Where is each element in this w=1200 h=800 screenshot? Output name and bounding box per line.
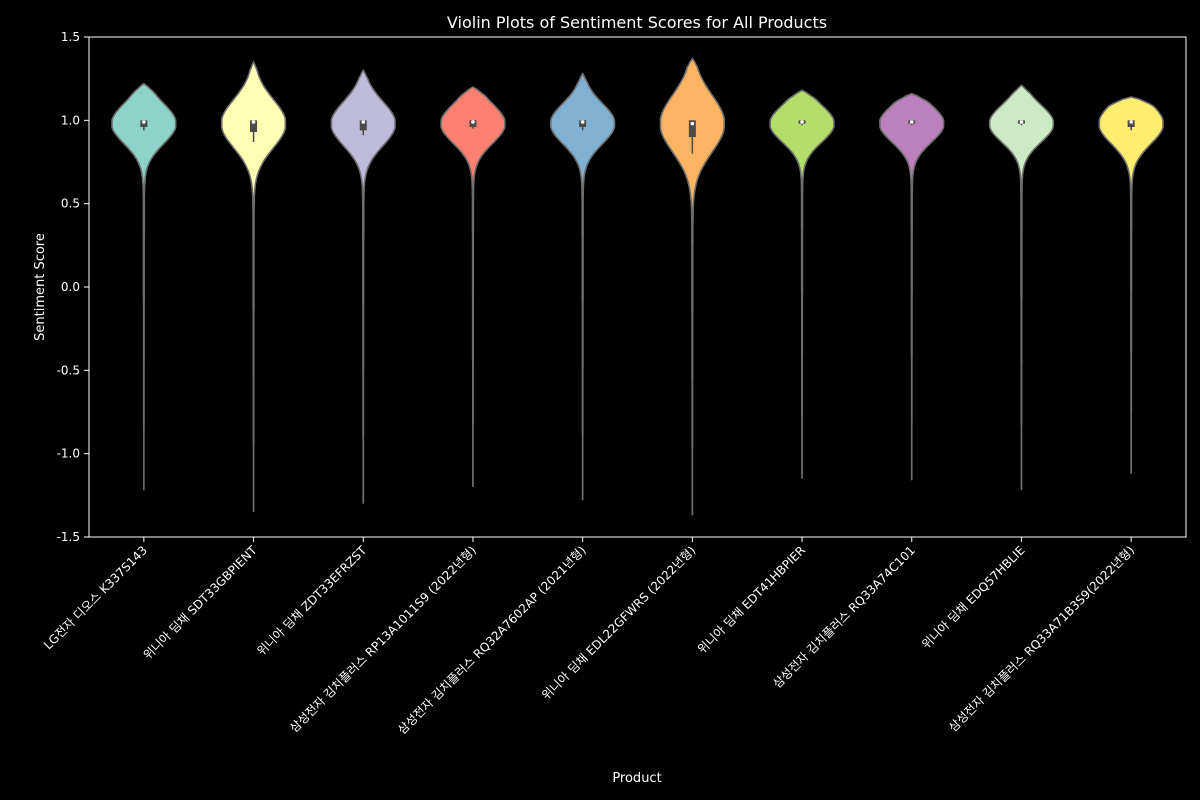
y-tick-label: -1.5	[57, 530, 80, 544]
y-tick-label: 1.5	[61, 30, 80, 44]
violin-body	[769, 89, 835, 479]
violin-median	[251, 120, 256, 124]
violin-iqr-box	[359, 120, 367, 131]
x-axis-label: Product	[612, 771, 661, 786]
y-tick-label: 0.0	[61, 280, 80, 294]
violin-median	[471, 120, 475, 124]
violins-group	[111, 57, 1164, 516]
y-tick-label: 1.0	[61, 113, 80, 127]
y-axis: -1.5 -1.0 -0.5 0.0 0.5 1.0 1.5	[57, 30, 89, 544]
x-tick-label: 삼성전자 김치플러스 RP13A1011S9 (2022년형)	[287, 543, 479, 735]
violin-body	[659, 57, 725, 516]
violin-iqr-box	[688, 120, 696, 137]
violin-median	[1129, 120, 1133, 124]
violin-median	[1019, 120, 1024, 124]
y-axis-label: Sentiment Score	[33, 233, 48, 341]
violin-body	[111, 82, 177, 491]
x-tick-label: LG전자 디오스 K337S143	[41, 543, 150, 652]
x-tick-label: 위니아 딤채 EDQ57HBLIE	[919, 543, 1027, 651]
violin-median	[800, 120, 804, 124]
violin-median	[690, 121, 695, 126]
violin-median	[580, 120, 585, 124]
violin-body	[220, 60, 287, 513]
violin-median	[142, 120, 146, 124]
violin-body	[988, 84, 1055, 491]
x-tick-label: 위니아 딤채 ZDT33EFRZST	[254, 543, 370, 659]
y-tick-label: 0.5	[61, 197, 80, 211]
y-tick-label: -1.0	[57, 447, 80, 461]
violin-median	[361, 120, 366, 124]
x-tick-label: 위니아 딤채 EDT41HBPIER	[695, 543, 808, 656]
chart-title: Violin Plots of Sentiment Scores for All…	[447, 13, 827, 32]
violin-body	[1098, 96, 1164, 474]
x-tick-label: 삼성전자 김치플러스 RQ32A7602AP (2021년형)	[395, 543, 589, 737]
y-tick-label: -0.5	[57, 363, 80, 377]
violin-body	[879, 92, 945, 481]
violin-body	[550, 72, 616, 501]
x-tick-label: 위니아 딤채 SDT33GBPIENT	[141, 543, 261, 663]
violin-body	[330, 68, 396, 504]
x-tick-label: 삼성전자 김치플러스 RQ33A71B3S9(2022년형)	[946, 543, 1137, 734]
violin-iqr-box	[250, 120, 258, 132]
violin-body	[440, 86, 506, 488]
violin-median	[909, 120, 914, 124]
